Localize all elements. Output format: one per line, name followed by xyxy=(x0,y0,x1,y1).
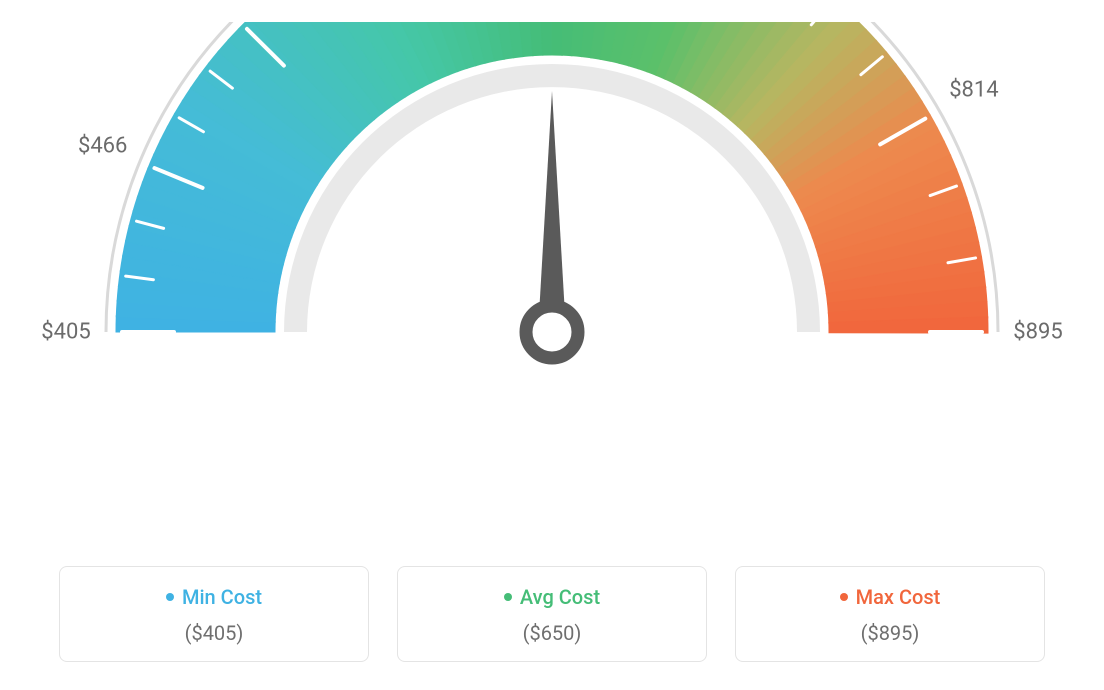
gauge-tick-label: $527 xyxy=(183,0,232,2)
legend-card-avg: Avg Cost ($650) xyxy=(397,566,707,662)
gauge-hub xyxy=(526,306,578,358)
legend-title-max: Max Cost xyxy=(840,585,941,609)
gauge-needle xyxy=(538,91,566,332)
gauge-area: $405$466$527$650$732$814$895 xyxy=(0,0,1104,540)
legend-title-min: Min Cost xyxy=(166,585,262,609)
gauge-tick-label: $466 xyxy=(78,134,127,159)
legend-dot-max xyxy=(840,593,848,601)
legend-label-avg: Avg Cost xyxy=(520,585,600,609)
legend-dot-min xyxy=(166,593,174,601)
legend-value-avg: ($650) xyxy=(408,621,696,645)
gauge-tick-label: $814 xyxy=(949,78,998,103)
legend-value-max: ($895) xyxy=(746,621,1034,645)
gauge-tick-label: $405 xyxy=(41,319,90,344)
legend-title-avg: Avg Cost xyxy=(504,585,600,609)
legend-value-min: ($405) xyxy=(70,621,358,645)
legend-card-min: Min Cost ($405) xyxy=(59,566,369,662)
gauge-tick-label: $895 xyxy=(1013,319,1062,344)
gauge-svg xyxy=(0,22,1104,562)
cost-gauge-widget: $405$466$527$650$732$814$895 Min Cost ($… xyxy=(0,0,1104,690)
legend-label-max: Max Cost xyxy=(856,585,941,609)
legend-dot-avg xyxy=(504,593,512,601)
legend-row: Min Cost ($405) Avg Cost ($650) Max Cost… xyxy=(0,566,1104,662)
legend-card-max: Max Cost ($895) xyxy=(735,566,1045,662)
legend-label-min: Min Cost xyxy=(182,585,262,609)
